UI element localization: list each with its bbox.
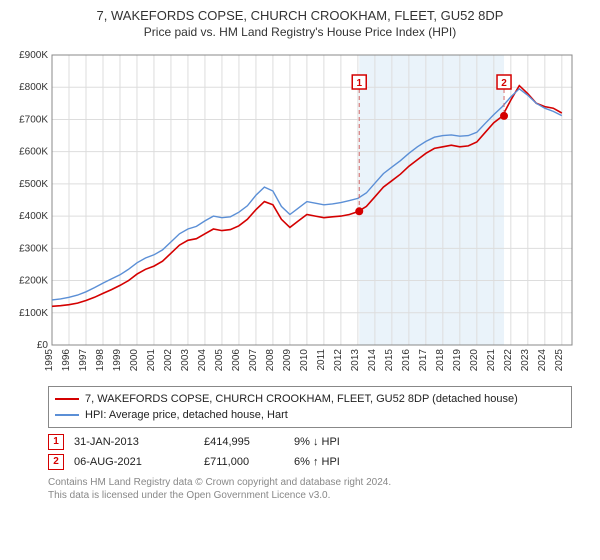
line-chart: £0£100K£200K£300K£400K£500K£600K£700K£80… — [8, 45, 592, 375]
svg-text:2017: 2017 — [418, 349, 429, 372]
svg-text:2014: 2014 — [367, 349, 378, 372]
legend-row: HPI: Average price, detached house, Hart — [55, 407, 565, 423]
svg-text:1996: 1996 — [61, 349, 72, 372]
svg-text:2021: 2021 — [486, 349, 497, 372]
svg-text:1995: 1995 — [44, 349, 55, 372]
sale-row: 1 31-JAN-2013 £414,995 9% ↓ HPI — [48, 432, 572, 452]
sale-diff: 6% ↑ HPI — [294, 452, 374, 472]
svg-text:2003: 2003 — [180, 349, 191, 372]
footer-line-2: This data is licensed under the Open Gov… — [48, 489, 572, 502]
legend-swatch — [55, 414, 79, 416]
chart-title: 7, WAKEFORDS COPSE, CHURCH CROOKHAM, FLE… — [8, 8, 592, 23]
svg-text:2010: 2010 — [299, 349, 310, 372]
chart-subtitle: Price paid vs. HM Land Registry's House … — [8, 25, 592, 39]
svg-text:1997: 1997 — [78, 349, 89, 372]
svg-text:2002: 2002 — [163, 349, 174, 372]
svg-text:2016: 2016 — [401, 349, 412, 372]
footer-line-1: Contains HM Land Registry data © Crown c… — [48, 476, 572, 489]
svg-text:2013: 2013 — [350, 349, 361, 372]
chart-container: 7, WAKEFORDS COPSE, CHURCH CROOKHAM, FLE… — [0, 0, 600, 506]
sale-row: 2 06-AUG-2021 £711,000 6% ↑ HPI — [48, 452, 572, 472]
svg-text:2015: 2015 — [384, 349, 395, 372]
svg-text:£300K: £300K — [19, 243, 48, 254]
sale-marker-icon: 1 — [48, 434, 64, 450]
footer-attribution: Contains HM Land Registry data © Crown c… — [48, 476, 572, 502]
legend-label: HPI: Average price, detached house, Hart — [85, 407, 288, 423]
chart-plot-area: £0£100K£200K£300K£400K£500K£600K£700K£80… — [8, 45, 592, 380]
svg-text:2007: 2007 — [248, 349, 259, 372]
svg-text:2019: 2019 — [452, 349, 463, 372]
svg-text:2008: 2008 — [265, 349, 276, 372]
svg-text:1: 1 — [356, 78, 362, 89]
svg-text:2004: 2004 — [197, 349, 208, 372]
legend-row: 7, WAKEFORDS COPSE, CHURCH CROOKHAM, FLE… — [55, 391, 565, 407]
svg-text:£100K: £100K — [19, 308, 48, 319]
sale-diff: 9% ↓ HPI — [294, 432, 374, 452]
legend-swatch — [55, 398, 79, 400]
svg-text:2011: 2011 — [316, 349, 327, 371]
svg-text:2005: 2005 — [214, 349, 225, 372]
legend: 7, WAKEFORDS COPSE, CHURCH CROOKHAM, FLE… — [48, 386, 572, 428]
sales-table: 1 31-JAN-2013 £414,995 9% ↓ HPI 2 06-AUG-2021… — [48, 432, 572, 472]
svg-text:1999: 1999 — [112, 349, 123, 372]
svg-text:£900K: £900K — [19, 50, 48, 61]
sale-price: £711,000 — [204, 452, 284, 472]
svg-text:2018: 2018 — [435, 349, 446, 372]
svg-text:£500K: £500K — [19, 179, 48, 190]
svg-text:2022: 2022 — [503, 349, 514, 372]
svg-text:2024: 2024 — [537, 349, 548, 372]
svg-text:£800K: £800K — [19, 82, 48, 93]
svg-text:2006: 2006 — [231, 349, 242, 372]
sale-price: £414,995 — [204, 432, 284, 452]
svg-text:2001: 2001 — [146, 349, 157, 372]
svg-text:£600K: £600K — [19, 147, 48, 158]
svg-text:£200K: £200K — [19, 276, 48, 287]
svg-text:£700K: £700K — [19, 114, 48, 125]
svg-text:1998: 1998 — [95, 349, 106, 372]
svg-text:2020: 2020 — [469, 349, 480, 372]
svg-text:£400K: £400K — [19, 211, 48, 222]
sale-marker-icon: 2 — [48, 454, 64, 470]
sale-date: 06-AUG-2021 — [74, 452, 194, 472]
svg-text:2000: 2000 — [129, 349, 140, 372]
svg-text:2009: 2009 — [282, 349, 293, 372]
svg-text:2: 2 — [501, 78, 507, 89]
legend-label: 7, WAKEFORDS COPSE, CHURCH CROOKHAM, FLE… — [85, 391, 518, 407]
svg-text:2023: 2023 — [520, 349, 531, 372]
svg-text:2012: 2012 — [333, 349, 344, 372]
svg-text:2025: 2025 — [554, 349, 565, 372]
sale-date: 31-JAN-2013 — [74, 432, 194, 452]
